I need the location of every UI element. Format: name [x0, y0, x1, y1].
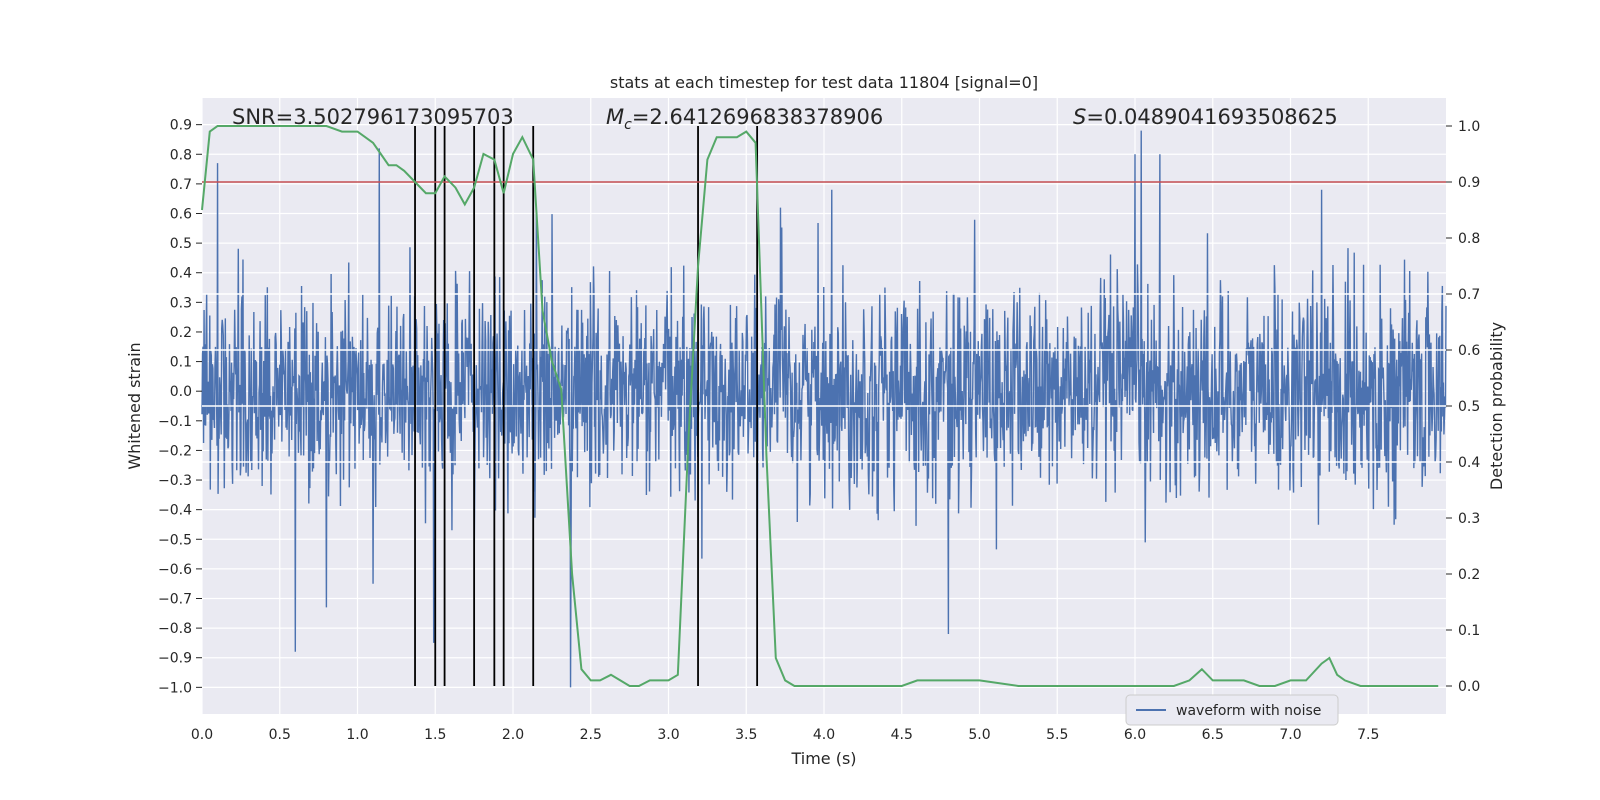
y-right-tick-label: 0.9: [1458, 175, 1480, 191]
y-right-tick-label: 0.3: [1458, 511, 1480, 527]
x-tick-label: 6.0: [1124, 727, 1146, 743]
legend: waveform with noise: [1125, 694, 1339, 726]
y-left-tick-label: 0.0: [170, 384, 192, 400]
s-value: =0.0489041693508625: [1086, 105, 1337, 129]
y-right-tick-label: 0.7: [1458, 287, 1480, 303]
snr-annotation: SNR=3.502796173095703: [232, 105, 514, 129]
x-tick-label: 6.5: [1202, 727, 1224, 743]
x-tick-label: 7.5: [1357, 727, 1379, 743]
chirp-mass-symbol: M: [606, 105, 624, 129]
y-right-tick-label: 0.2: [1458, 567, 1480, 583]
y-left-tick-label: 0.2: [170, 325, 192, 341]
waveform-with-noise-series: [201, 130, 1447, 688]
y-left-tick-label: −0.7: [158, 592, 192, 608]
y-left-tick-label: −0.5: [158, 532, 192, 548]
x-tick-label: 2.0: [502, 727, 524, 743]
x-tick-label: 5.5: [1046, 727, 1068, 743]
y-left-tick-label: −0.3: [158, 473, 192, 489]
x-tick-label: 4.5: [891, 727, 913, 743]
y-left-tick-label: −1.0: [158, 680, 192, 696]
y-right-tick-label: 1.0: [1458, 119, 1480, 135]
chirp-mass-value: =2.6412696838378906: [632, 105, 883, 129]
y-left-tick-label: 0.6: [170, 207, 192, 223]
y-left-tick-label: −0.6: [158, 562, 192, 578]
x-tick-label: 3.5: [735, 727, 757, 743]
y-left-tick-label: 0.1: [170, 355, 192, 371]
s-symbol: S: [1073, 105, 1086, 129]
y-left-tick-label: −0.9: [158, 651, 192, 667]
x-tick-labels: 0.0 0.5 1.0 1.5 2.0 2.5 3.0 3.5 4.0 4.5 5.0 5.5 6.0 6…: [191, 727, 1380, 743]
y-left-tick-label: −0.8: [158, 621, 192, 637]
chirp-mass-annotation: Mc=2.6412696838378906: [606, 105, 883, 133]
y-left-tick-label: 0.9: [170, 118, 192, 134]
x-tick-label: 5.0: [968, 727, 990, 743]
y-axis-label-right: Detection probability: [1487, 322, 1506, 490]
y-right-tick-label: 0.5: [1458, 399, 1480, 415]
y-left-tick-labels: 0.9 0.8 0.7 0.6 0.5 0.4 0.3 0.2 0.1 0.0 −0.1 −0.2 −0…: [158, 118, 202, 696]
s-annotation: S=0.0489041693508625: [1073, 105, 1338, 129]
y-left-tick-label: −0.1: [158, 414, 192, 430]
y-right-tick-label: 0.4: [1458, 455, 1480, 471]
chart-title: stats at each timestep for test data 118…: [610, 73, 1038, 92]
x-tick-label: 0.0: [191, 727, 213, 743]
y-left-tick-label: 0.3: [170, 295, 192, 311]
y-left-tick-label: 0.7: [170, 177, 192, 193]
x-tick-label: 3.0: [657, 727, 679, 743]
x-tick-label: 7.0: [1279, 727, 1301, 743]
x-tick-label: 2.5: [580, 727, 602, 743]
y-axis-label-left: Whitened strain: [125, 342, 144, 469]
legend-box: [1125, 694, 1339, 726]
y-left-tick-label: 0.5: [170, 236, 192, 252]
y-left-tick-label: 0.4: [170, 266, 192, 282]
x-tick-label: 4.0: [813, 727, 835, 743]
x-axis-label: Time (s): [790, 749, 856, 768]
x-tick-label: 1.5: [424, 727, 446, 743]
detection-probability-line: [201, 125, 1439, 687]
y-right-tick-labels: 1.0 0.9 0.8 0.7 0.6 0.5 0.4 0.3 0.2 0.1 0.0: [1446, 119, 1480, 695]
y-right-tick-label: 0.8: [1458, 231, 1480, 247]
legend-label: waveform with noise: [1176, 703, 1321, 719]
y-left-tick-label: −0.2: [158, 443, 192, 459]
chirp-mass-subscript: c: [624, 117, 632, 133]
detection-lines: [414, 126, 759, 686]
waveform-line: [201, 130, 1447, 688]
y-right-tick-label: 0.1: [1458, 623, 1480, 639]
x-tick-label: 0.5: [269, 727, 291, 743]
y-left-tick-label: −0.4: [158, 503, 192, 519]
y-right-tick-label: 0.0: [1458, 679, 1480, 695]
y-right-tick-label: 0.6: [1458, 343, 1480, 359]
y-left-tick-label: 0.8: [170, 147, 192, 163]
x-tick-label: 1.0: [346, 727, 368, 743]
